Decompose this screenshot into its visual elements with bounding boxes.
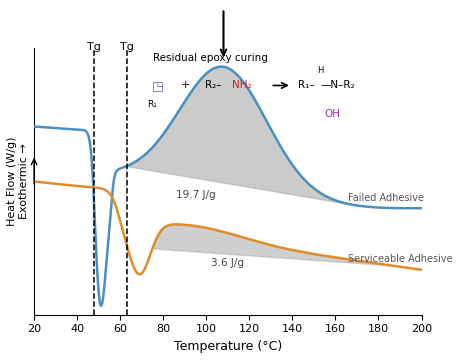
- Text: Tg: Tg: [87, 42, 101, 53]
- Text: Failed Adhesive: Failed Adhesive: [348, 193, 425, 203]
- Text: Residual epoxy curing: Residual epoxy curing: [153, 54, 268, 63]
- Text: R₁: R₁: [147, 100, 157, 109]
- Text: Serviceable Adhesive: Serviceable Adhesive: [348, 254, 453, 264]
- Text: OH: OH: [325, 109, 341, 120]
- X-axis label: Temperature (°C): Temperature (°C): [173, 340, 282, 353]
- Text: ◳: ◳: [152, 79, 164, 92]
- Text: 19.7 J/g: 19.7 J/g: [176, 190, 215, 200]
- Text: —N–R₂: —N–R₂: [321, 81, 355, 90]
- Text: NH₂: NH₂: [232, 81, 251, 90]
- Text: R₂–: R₂–: [205, 81, 221, 90]
- Text: 3.6 J/g: 3.6 J/g: [211, 258, 244, 269]
- Text: +: +: [180, 81, 190, 90]
- Text: R₁–: R₁–: [298, 81, 314, 90]
- Text: Tg: Tg: [120, 42, 133, 53]
- Text: H: H: [318, 66, 324, 75]
- Y-axis label: Heat Flow (W/g)
Exothermic →: Heat Flow (W/g) Exothermic →: [7, 137, 28, 226]
